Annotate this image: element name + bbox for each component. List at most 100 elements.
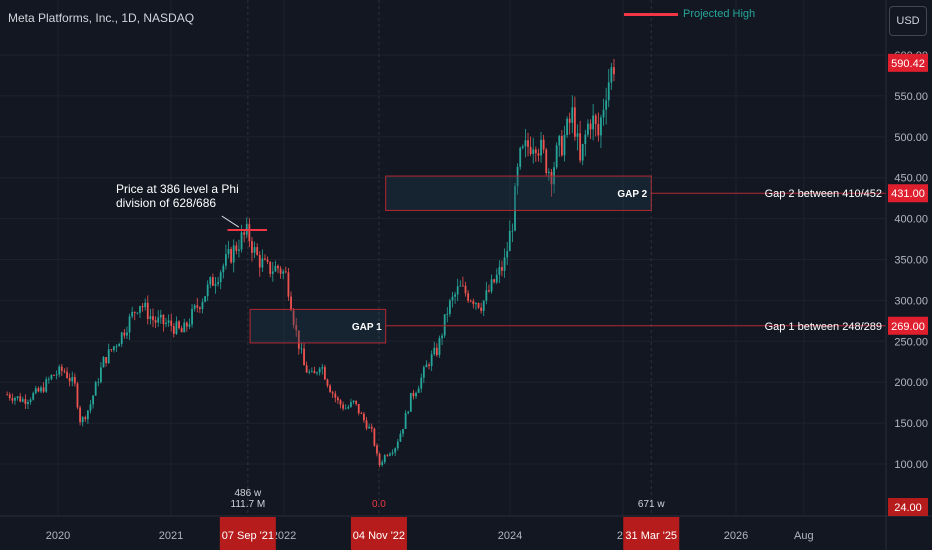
candle-body (402, 428, 404, 434)
candle-body (183, 322, 186, 333)
candle-body (610, 67, 613, 83)
candle-body (81, 417, 84, 423)
candle-body (201, 301, 204, 309)
gap-axis-label: 431.00 (891, 188, 925, 200)
candle-body (162, 314, 165, 325)
grid (0, 0, 886, 516)
candle-body (534, 149, 537, 154)
candle-body (331, 392, 334, 394)
candle-body (248, 224, 251, 242)
candle-body (422, 367, 425, 378)
candle-body (29, 399, 32, 402)
candle-body (206, 284, 209, 297)
candle-body (417, 388, 420, 393)
candle-body (32, 393, 35, 400)
candle-body (443, 314, 446, 336)
candle-body (198, 307, 201, 309)
candle-body (144, 302, 147, 308)
candle-body (185, 322, 188, 327)
x-tick-label: 2022 (272, 530, 296, 542)
y-tick-label: 150.00 (894, 418, 928, 430)
candle-body (40, 387, 42, 392)
bar-range-text: 486 w (234, 488, 261, 499)
candle-body (472, 300, 475, 305)
candle-body (165, 322, 167, 325)
candle-body (24, 399, 27, 405)
y-tick-label: 500.00 (894, 132, 928, 144)
y-tick-label: 100.00 (894, 459, 928, 471)
y-tick-label: 250.00 (894, 336, 928, 348)
candle-body (167, 320, 170, 323)
candle-body (295, 324, 298, 331)
candle-body (389, 453, 391, 456)
candle-body (68, 378, 71, 382)
candle-body (459, 285, 462, 287)
candle-body (282, 271, 285, 274)
candle-body (342, 404, 345, 409)
candle-body (318, 368, 321, 373)
candle-body (157, 317, 160, 323)
candle-body (428, 364, 430, 366)
gap-label: GAP 2 (617, 189, 647, 200)
x-tick-label: 2026 (724, 530, 748, 542)
candle-body (587, 123, 589, 135)
y-tick-label: 400.00 (894, 214, 928, 226)
candle-body (37, 388, 40, 392)
y-tick-label: 550.00 (894, 91, 928, 103)
candle-body (16, 396, 19, 399)
candle-body (92, 395, 94, 405)
candle-body (339, 400, 342, 405)
candle-body (310, 370, 313, 372)
candle-body (214, 283, 217, 286)
candle-body (464, 285, 467, 294)
candle-body (329, 385, 331, 393)
candle-body (196, 305, 199, 308)
y-tick-label: 300.00 (894, 295, 928, 307)
candle-body (180, 328, 183, 333)
candle-body (253, 247, 256, 253)
candle-body (396, 441, 399, 449)
candle-body (594, 115, 597, 124)
candle-body (467, 293, 470, 301)
candle-body (232, 245, 235, 263)
candle-body (225, 254, 227, 266)
candle-body (178, 321, 180, 329)
candle-body (47, 379, 50, 380)
candle-body (529, 146, 532, 154)
candle-body (300, 348, 303, 350)
candle-body (238, 249, 240, 251)
candle-body (563, 135, 566, 156)
candle-body (503, 257, 506, 271)
candle-body (219, 272, 222, 283)
date-label-bg (350, 517, 407, 550)
candle-body (292, 310, 295, 325)
y-tick-label: 200.00 (894, 377, 928, 389)
candle-body (456, 286, 459, 295)
candle-body (488, 290, 490, 292)
candle-body (370, 426, 373, 429)
candle-body (316, 372, 318, 374)
candle-body (45, 379, 48, 392)
candle-body (579, 133, 582, 161)
last-price-label-bg (888, 53, 928, 72)
low-axis-label: 24.00 (894, 502, 922, 514)
candle-body (373, 428, 376, 446)
candle-body (152, 316, 154, 321)
candle-body (274, 265, 277, 272)
candle-body (368, 426, 371, 429)
candle-body (251, 241, 253, 253)
candle-body (261, 258, 264, 268)
candle-body (573, 107, 576, 137)
candle-body (42, 387, 45, 392)
currency-button[interactable]: USD (889, 6, 927, 36)
candle-body (360, 413, 363, 414)
candle-body (191, 308, 193, 325)
candle-body (211, 277, 214, 286)
candle-body (149, 316, 152, 320)
x-tick-label: 2024 (498, 530, 522, 542)
candle-body (446, 313, 449, 315)
candle-body (89, 404, 92, 411)
candle-body (547, 171, 550, 174)
